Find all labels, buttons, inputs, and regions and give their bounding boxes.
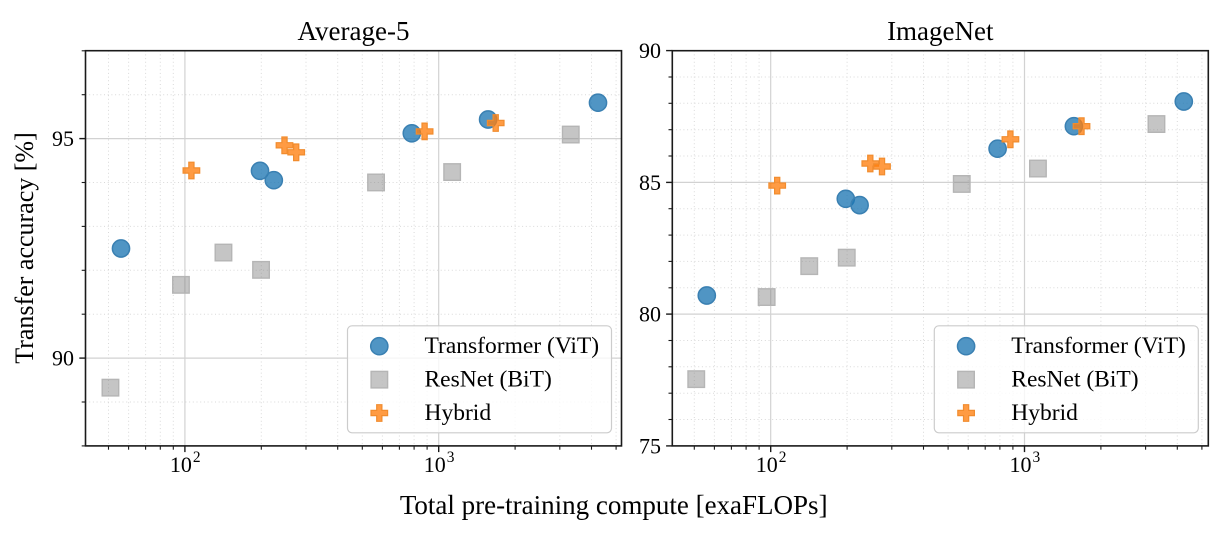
svg-text:Hybrid: Hybrid bbox=[1011, 400, 1078, 426]
svg-text:2: 2 bbox=[779, 449, 787, 466]
svg-text:Transformer (ViT): Transformer (ViT) bbox=[425, 333, 600, 359]
svg-text:90: 90 bbox=[52, 346, 74, 371]
svg-text:10: 10 bbox=[170, 452, 192, 477]
svg-text:80: 80 bbox=[639, 302, 661, 327]
svg-text:85: 85 bbox=[639, 170, 661, 195]
svg-text:ImageNet: ImageNet bbox=[887, 16, 994, 46]
svg-text:Average-5: Average-5 bbox=[298, 16, 410, 46]
svg-text:10: 10 bbox=[1010, 452, 1032, 477]
svg-text:ResNet (BiT): ResNet (BiT) bbox=[1011, 366, 1138, 392]
svg-text:75: 75 bbox=[639, 433, 661, 458]
svg-text:10: 10 bbox=[424, 452, 446, 477]
svg-text:90: 90 bbox=[639, 38, 661, 63]
svg-text:ResNet (BiT): ResNet (BiT) bbox=[425, 366, 552, 392]
svg-text:Total pre-training compute [ex: Total pre-training compute [exaFLOPs] bbox=[400, 490, 828, 520]
svg-text:3: 3 bbox=[447, 449, 455, 466]
svg-text:95: 95 bbox=[52, 126, 74, 151]
svg-text:2: 2 bbox=[193, 449, 201, 466]
svg-text:Transformer (ViT): Transformer (ViT) bbox=[1011, 333, 1186, 359]
svg-text:Hybrid: Hybrid bbox=[425, 400, 492, 426]
svg-text:Transfer accuracy [%]: Transfer accuracy [%] bbox=[10, 132, 39, 363]
svg-text:10: 10 bbox=[756, 452, 778, 477]
svg-text:3: 3 bbox=[1033, 449, 1041, 466]
